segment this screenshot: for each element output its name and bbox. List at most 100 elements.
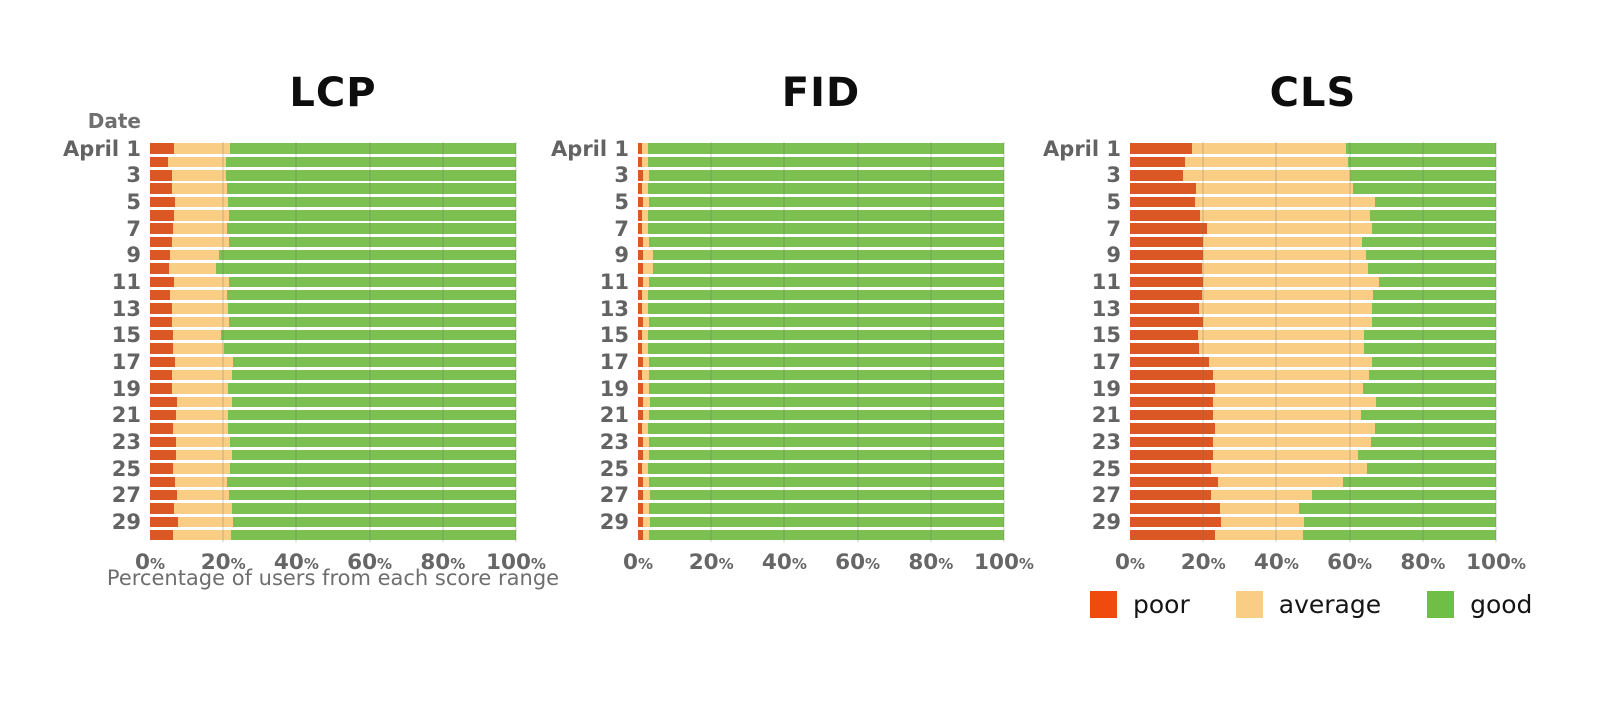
bar-segment-average bbox=[1211, 463, 1368, 474]
gridline bbox=[783, 142, 786, 542]
bar-april-7 bbox=[150, 222, 516, 235]
bar-segment-good bbox=[221, 330, 516, 341]
ytick-label: 17 bbox=[111, 350, 141, 374]
ytick-label: 27 bbox=[599, 483, 629, 508]
y-axis-labels: April 1 3 5 7 9 11 13 15 17 19 21 23 25 27 29 bbox=[1011, 137, 1121, 542]
bar-segment-poor bbox=[638, 290, 643, 301]
bar-segment-average bbox=[173, 330, 222, 341]
bar-segment-good bbox=[648, 290, 1004, 301]
bar-segment-good bbox=[1360, 410, 1496, 421]
bar-segment-average bbox=[642, 503, 649, 514]
bar-april-14 bbox=[150, 315, 516, 328]
bar-segment-poor bbox=[150, 290, 171, 301]
bar-segment-good bbox=[226, 290, 516, 301]
bar-segment-poor bbox=[638, 196, 643, 208]
bar-april-30 bbox=[638, 529, 1004, 542]
bar-segment-poor bbox=[150, 343, 174, 354]
bar-segment-good bbox=[226, 156, 516, 168]
bar-april-17 bbox=[638, 355, 1004, 368]
xtick-label: 0% bbox=[623, 550, 653, 575]
ytick-label: 27 bbox=[111, 483, 141, 508]
bar-segment-good bbox=[1345, 143, 1496, 154]
bar-april-20 bbox=[150, 395, 516, 408]
xtick-label: 80% bbox=[420, 550, 466, 575]
bar-segment-good bbox=[648, 529, 1004, 541]
bar-segment-poor bbox=[1130, 396, 1213, 408]
ytick-label: 3 bbox=[126, 163, 141, 188]
bar-april-8 bbox=[150, 235, 516, 248]
bar-segment-average bbox=[174, 356, 234, 368]
ytick-label: 17 bbox=[1091, 350, 1121, 374]
bar-april-13 bbox=[638, 302, 1004, 315]
bar-april-1 bbox=[150, 142, 516, 155]
gridline bbox=[222, 142, 225, 542]
bar-segment-good bbox=[1367, 263, 1496, 274]
bar-segment-good bbox=[226, 183, 516, 194]
bar-segment-good bbox=[1366, 250, 1496, 261]
legend-item-poor: poor bbox=[1090, 590, 1190, 619]
bar-segment-good bbox=[1371, 316, 1496, 328]
ytick-label: April 1 bbox=[551, 136, 629, 161]
bar-segment-good bbox=[1347, 156, 1496, 168]
bar-segment-poor bbox=[150, 330, 174, 341]
bar-segment-poor bbox=[1130, 303, 1200, 314]
bar-segment-good bbox=[226, 223, 516, 234]
bar-segment-average bbox=[1212, 370, 1369, 381]
bar-april-14 bbox=[638, 315, 1004, 328]
bar-segment-poor bbox=[638, 516, 644, 528]
bar-segment-poor bbox=[638, 303, 643, 314]
bar-april-26 bbox=[1130, 475, 1496, 488]
bar-segment-average bbox=[173, 276, 229, 288]
bar-segment-poor bbox=[1130, 529, 1216, 541]
bar-april-3 bbox=[150, 169, 516, 182]
gridline bbox=[1202, 142, 1205, 542]
bar-segment-poor bbox=[1130, 503, 1221, 514]
bar-april-15 bbox=[638, 329, 1004, 342]
bar-segment-poor bbox=[1130, 356, 1210, 368]
ytick-label: 15 bbox=[1091, 323, 1121, 348]
bar-segment-poor bbox=[150, 356, 175, 368]
bar-segment-average bbox=[173, 343, 225, 354]
bar-segment-good bbox=[1303, 516, 1496, 528]
ytick-label: 9 bbox=[126, 243, 141, 268]
bar-april-21 bbox=[150, 409, 516, 422]
bar-april-24 bbox=[638, 449, 1004, 462]
bar-april-4 bbox=[638, 182, 1004, 195]
bar-segment-poor bbox=[1130, 276, 1204, 288]
chart-cls: CLS April 1 3 5 7 9 11 13 15 17 19 21 23 25 27 29 0% 20… bbox=[1043, 70, 1532, 619]
bar-segment-good bbox=[230, 463, 516, 474]
xtick-label: 100% bbox=[486, 550, 546, 575]
gridline bbox=[1495, 142, 1497, 542]
poor-swatch-icon bbox=[1090, 591, 1117, 618]
bar-segment-average bbox=[174, 196, 228, 208]
bar-april-27 bbox=[638, 489, 1004, 502]
ytick-label: 25 bbox=[111, 456, 141, 481]
bar-april-18 bbox=[150, 369, 516, 382]
xtick-label: 40% bbox=[1253, 550, 1299, 575]
xtick-label: 60% bbox=[1327, 550, 1373, 575]
bar-april-18 bbox=[1130, 369, 1496, 382]
bar-april-11 bbox=[638, 275, 1004, 288]
bar-segment-average bbox=[170, 290, 227, 301]
bar-segment-good bbox=[1343, 476, 1496, 488]
xtick-label: 0% bbox=[135, 550, 165, 575]
bar-segment-poor bbox=[638, 330, 643, 341]
bar-segment-good bbox=[228, 236, 516, 248]
bar-segment-poor bbox=[638, 223, 643, 234]
xtick-label: 40% bbox=[273, 550, 319, 575]
bar-segment-good bbox=[1372, 356, 1496, 368]
bar-segment-average bbox=[171, 236, 229, 248]
ytick-label: 23 bbox=[1091, 430, 1121, 454]
bar-segment-good bbox=[232, 450, 516, 461]
bar-april-13 bbox=[1130, 302, 1496, 315]
bar-segment-good bbox=[648, 356, 1004, 368]
bar-segment-average bbox=[642, 343, 648, 354]
bar-segment-average bbox=[173, 210, 229, 221]
bar-segment-good bbox=[649, 236, 1004, 248]
xtick-label: 20% bbox=[688, 550, 734, 575]
bar-segment-poor bbox=[1130, 516, 1222, 528]
bar-segment-poor bbox=[150, 276, 174, 288]
bar-segment-good bbox=[227, 303, 516, 314]
bar-segment-poor bbox=[1130, 316, 1204, 328]
bar-april-6 bbox=[150, 209, 516, 222]
